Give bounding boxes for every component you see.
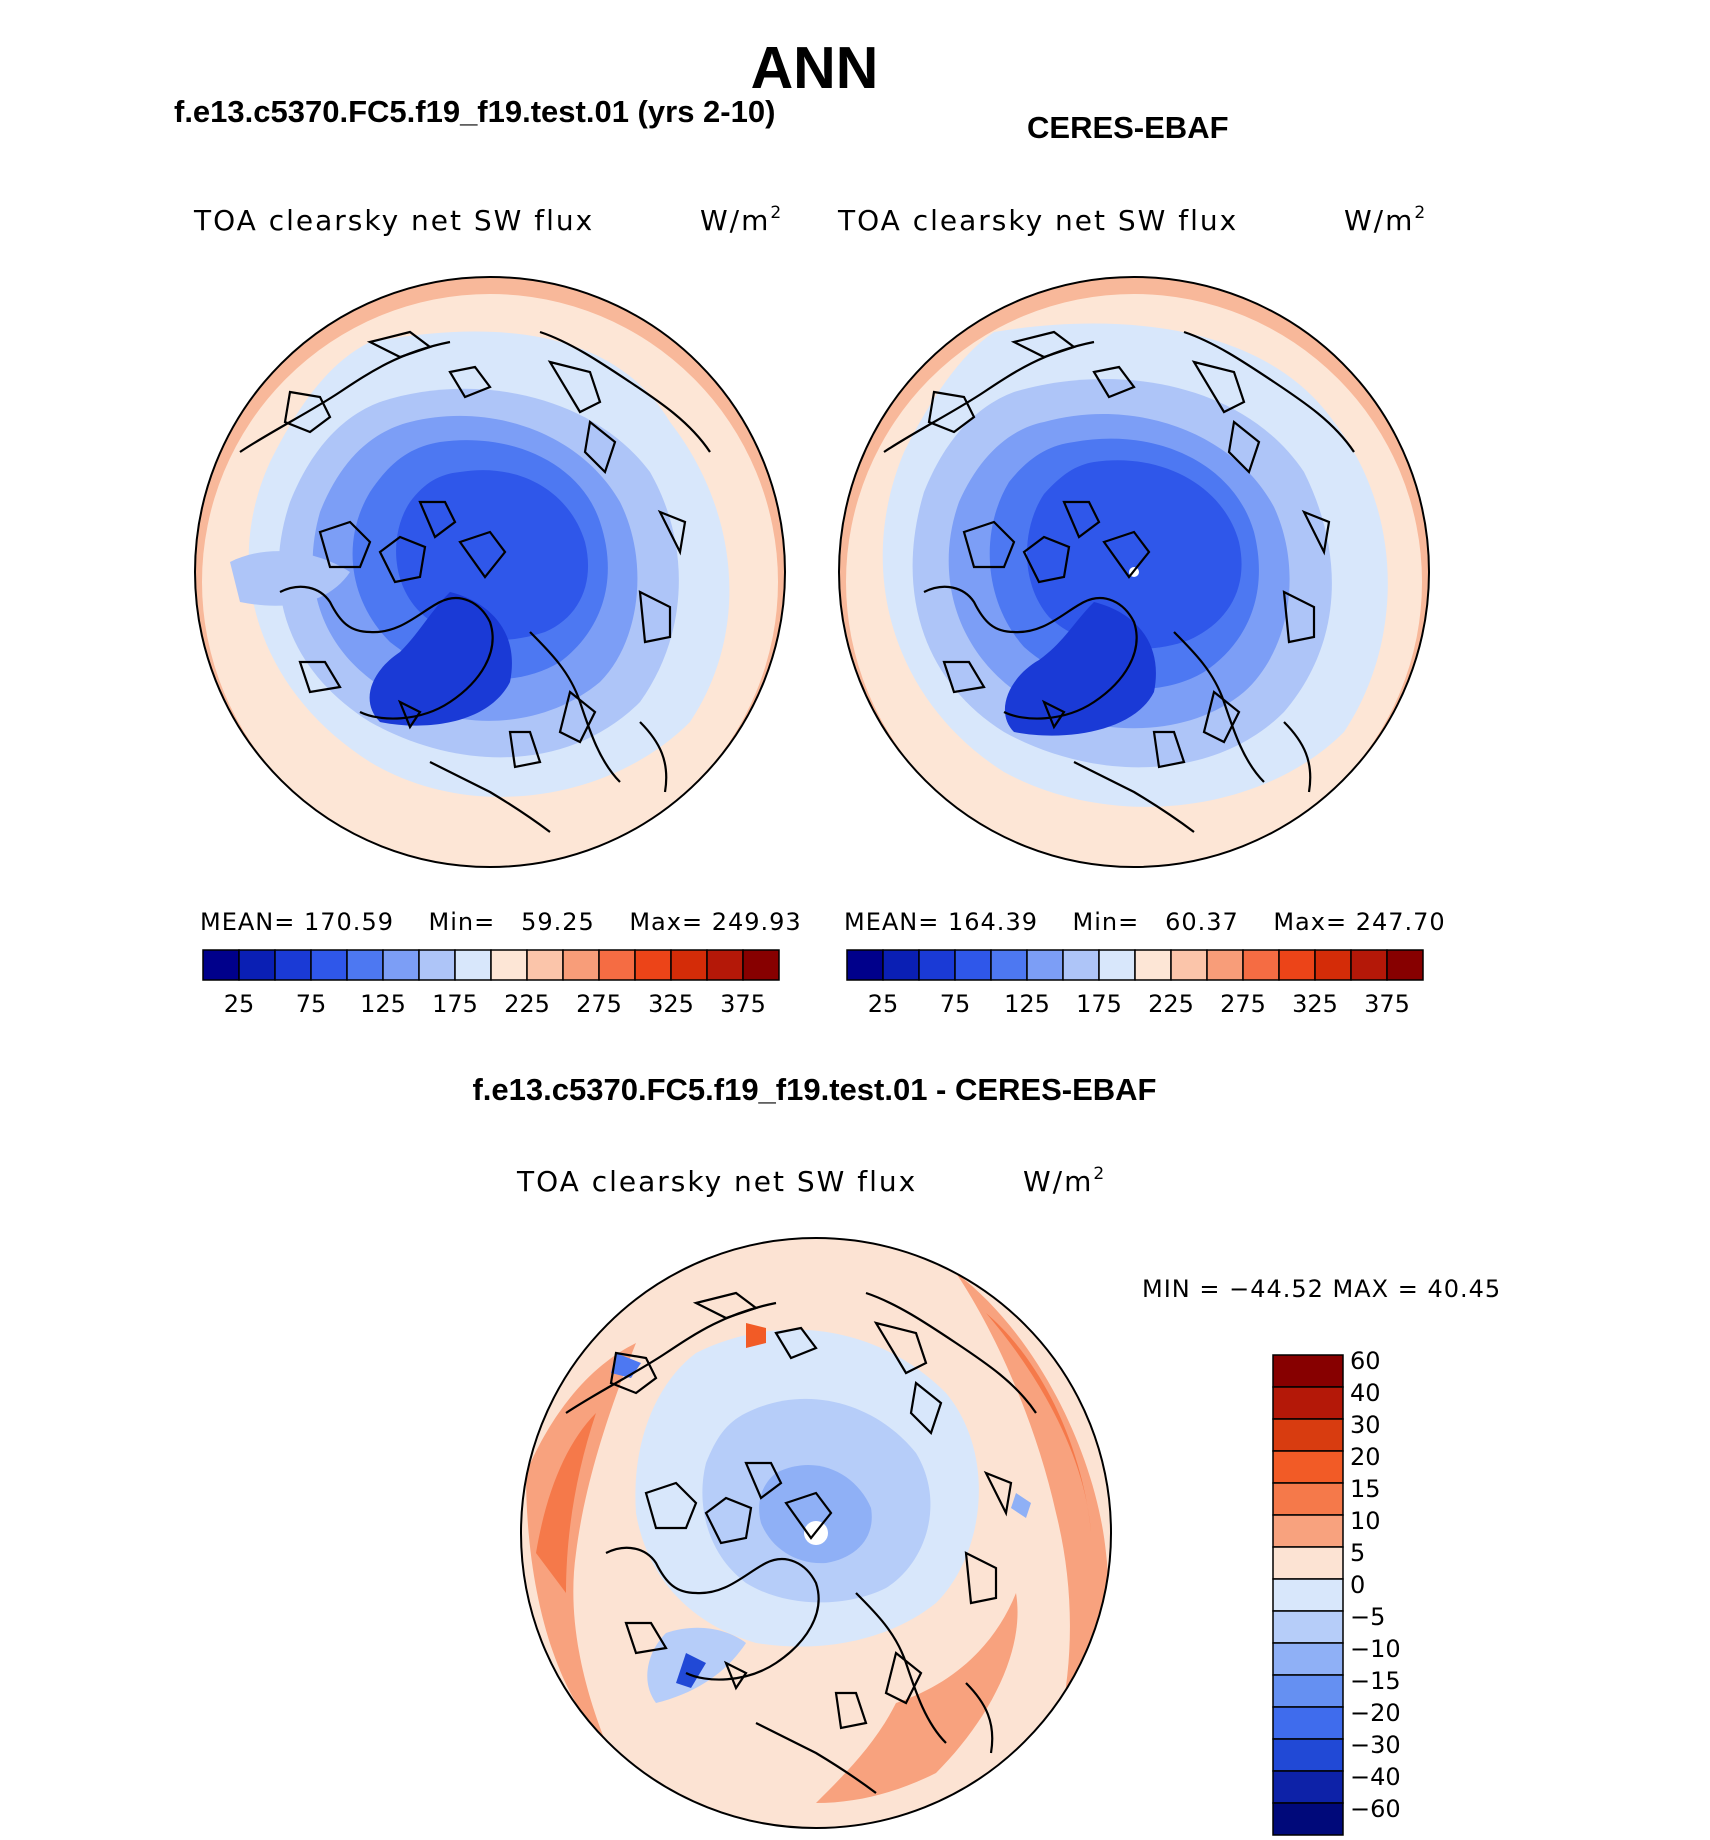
colorbar-tick-label: 125: [360, 990, 406, 1018]
colorbar-swatch: [1272, 1674, 1344, 1708]
colorbar-swatch: [1272, 1642, 1344, 1676]
season-title: ANN: [750, 35, 879, 101]
colorbar-swatch: [1272, 1770, 1344, 1804]
diff-units-label: W/m2: [1023, 1163, 1107, 1198]
colorbar-tick-label: 275: [1220, 990, 1266, 1018]
colorbar-tick-label: −15: [1350, 1667, 1401, 1695]
colorbar-swatch: [1026, 949, 1064, 981]
colorbar-tick-label: 30: [1350, 1411, 1381, 1439]
colorbar-swatch: [846, 949, 884, 981]
colorbar-swatch: [706, 949, 744, 981]
colorbar-swatch: [274, 949, 312, 981]
colorbar-swatch: [634, 949, 672, 981]
colorbar-swatch: [1272, 1578, 1344, 1612]
colorbar-swatch: [1386, 949, 1424, 981]
colorbar-swatch: [598, 949, 636, 981]
model-variable-label: TOA clearsky net SW flux: [194, 204, 595, 237]
colorbar-swatch: [526, 949, 564, 981]
model-polar-map: [194, 276, 786, 868]
colorbar-swatch: [954, 949, 992, 981]
colorbar-swatch: [1272, 1482, 1344, 1516]
colorbar-swatch: [382, 949, 420, 981]
colorbar-tick-label: −60: [1350, 1795, 1401, 1823]
obs-units-label: W/m2: [1344, 202, 1428, 237]
diff-minmax: MIN = −44.52 MAX = 40.45: [1142, 1275, 1502, 1303]
colorbar-swatch: [1272, 1802, 1344, 1836]
colorbar-tick-label: 25: [867, 990, 899, 1018]
colorbar-tick-label: 10: [1350, 1507, 1381, 1535]
obs-variable-label: TOA clearsky net SW flux: [838, 204, 1239, 237]
colorbar-swatch: [490, 949, 528, 981]
obs-colorbar: [846, 949, 1424, 981]
colorbar-tick-label: 325: [1292, 990, 1338, 1018]
colorbar-tick-label: 40: [1350, 1379, 1381, 1407]
colorbar-swatch: [1272, 1450, 1344, 1484]
colorbar-swatch: [670, 949, 708, 981]
colorbar-tick-label: 225: [1148, 990, 1194, 1018]
colorbar-swatch: [562, 949, 600, 981]
colorbar-tick-label: −30: [1350, 1731, 1401, 1759]
colorbar-swatch: [238, 949, 276, 981]
colorbar-tick-label: 0: [1350, 1571, 1366, 1599]
colorbar-tick-label: 175: [432, 990, 478, 1018]
colorbar-tick-label: 25: [223, 990, 255, 1018]
colorbar-swatch: [1272, 1418, 1344, 1452]
colorbar-swatch: [990, 949, 1028, 981]
difference-polar-map: [520, 1237, 1112, 1829]
colorbar-tick-label: 175: [1076, 990, 1122, 1018]
colorbar-tick-label: 125: [1004, 990, 1050, 1018]
colorbar-tick-label: 375: [1364, 990, 1410, 1018]
colorbar-tick-label: −5: [1350, 1603, 1386, 1631]
colorbar-swatch: [1242, 949, 1280, 981]
colorbar-swatch: [1272, 1546, 1344, 1580]
colorbar-tick-label: 275: [576, 990, 622, 1018]
colorbar-swatch: [1278, 949, 1316, 981]
colorbar-swatch: [1272, 1610, 1344, 1644]
colorbar-swatch: [1272, 1738, 1344, 1772]
colorbar-swatch: [346, 949, 384, 981]
colorbar-swatch: [202, 949, 240, 981]
colorbar-swatch: [1272, 1354, 1344, 1388]
colorbar-swatch: [310, 949, 348, 981]
colorbar-swatch: [1350, 949, 1388, 981]
diff-variable-label: TOA clearsky net SW flux: [517, 1165, 918, 1198]
colorbar-tick-label: 75: [295, 990, 327, 1018]
colorbar-swatch: [1314, 949, 1352, 981]
obs-panel-title: CERES-EBAF: [1027, 110, 1229, 145]
difference-colorbar: [1272, 1354, 1344, 1836]
colorbar-tick-label: 225: [504, 990, 550, 1018]
colorbar-swatch: [742, 949, 780, 981]
colorbar-tick-label: −20: [1350, 1699, 1401, 1727]
colorbar-swatch: [1272, 1706, 1344, 1740]
colorbar-tick-label: 60: [1350, 1347, 1381, 1375]
obs-polar-map: [838, 276, 1430, 868]
colorbar-tick-label: −40: [1350, 1763, 1401, 1791]
colorbar-swatch: [454, 949, 492, 981]
colorbar-tick-label: 75: [939, 990, 971, 1018]
colorbar-tick-label: 5: [1350, 1539, 1366, 1567]
colorbar-swatch: [1170, 949, 1208, 981]
colorbar-tick-label: 20: [1350, 1443, 1381, 1471]
model-units-label: W/m2: [700, 202, 784, 237]
colorbar-swatch: [1272, 1514, 1344, 1548]
model-colorbar: [202, 949, 780, 981]
difference-title: f.e13.c5370.FC5.f19_f19.test.01 - CERES-…: [472, 1072, 1157, 1107]
colorbar-swatch: [1206, 949, 1244, 981]
colorbar-swatch: [418, 949, 456, 981]
colorbar-swatch: [1272, 1386, 1344, 1420]
model-stats: MEAN= 170.59 Min= 59.25 Max= 249.93: [200, 908, 802, 936]
colorbar-swatch: [918, 949, 956, 981]
colorbar-swatch: [1062, 949, 1100, 981]
obs-stats: MEAN= 164.39 Min= 60.37 Max= 247.70: [844, 908, 1446, 936]
colorbar-swatch: [1098, 949, 1136, 981]
colorbar-tick-label: 325: [648, 990, 694, 1018]
model-panel-title: f.e13.c5370.FC5.f19_f19.test.01 (yrs 2-1…: [174, 94, 776, 129]
colorbar-swatch: [882, 949, 920, 981]
colorbar-tick-label: 15: [1350, 1475, 1381, 1503]
colorbar-swatch: [1134, 949, 1172, 981]
colorbar-tick-label: −10: [1350, 1635, 1401, 1663]
colorbar-tick-label: 375: [720, 990, 766, 1018]
